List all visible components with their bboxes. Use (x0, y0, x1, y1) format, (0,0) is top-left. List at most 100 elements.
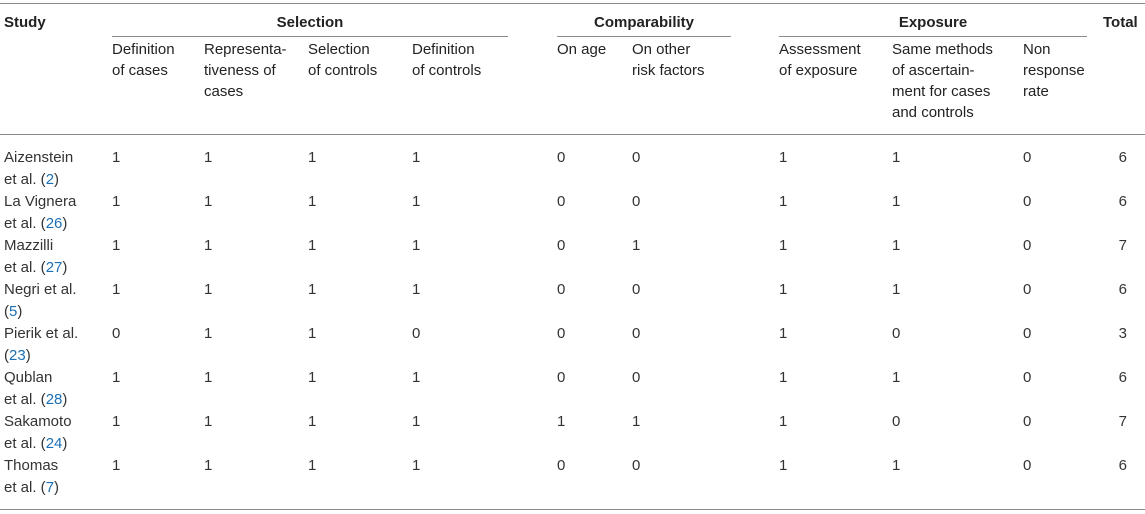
score-cell: 0 (557, 149, 566, 166)
score-cell: 1 (779, 149, 788, 166)
selection-group-rule (112, 36, 508, 37)
score-cell: 1 (308, 457, 317, 474)
total-cell: 6 (1118, 281, 1127, 298)
header-group-comparability: Comparability (593, 14, 695, 31)
study-cell: Aizenstein et al. (2) (4, 149, 74, 188)
score-cell: 1 (892, 369, 901, 386)
score-cell: 1 (779, 193, 788, 210)
score-cell: 1 (779, 281, 788, 298)
study-cell: La Vignera et al. (26) (4, 193, 77, 232)
subheader-selection-of-controls: Selection of controls (308, 41, 378, 79)
score-cell: 1 (112, 237, 121, 254)
score-cell: 0 (1023, 369, 1032, 386)
score-cell: 0 (1023, 193, 1032, 210)
score-cell: 1 (308, 325, 317, 342)
score-cell: 1 (308, 413, 317, 430)
table-top-rule (0, 3, 1145, 4)
study-cell: Qublan et al. (28) (4, 369, 68, 408)
header-group-selection: Selection (276, 14, 344, 31)
total-cell: 7 (1118, 237, 1127, 254)
study-cell: Pierik et al. (23) (4, 325, 79, 364)
score-cell: 1 (632, 237, 641, 254)
score-cell: 0 (557, 193, 566, 210)
reference-link[interactable]: 24 (45, 435, 63, 452)
score-cell: 0 (412, 325, 421, 342)
total-cell: 7 (1118, 413, 1127, 430)
total-cell: 3 (1118, 325, 1127, 342)
score-cell: 0 (1023, 237, 1032, 254)
reference-link[interactable]: 7 (45, 479, 55, 496)
table-bottom-rule (0, 509, 1145, 510)
score-cell: 1 (412, 193, 421, 210)
score-cell: 1 (412, 237, 421, 254)
reference-link[interactable]: 28 (45, 391, 63, 408)
score-cell: 1 (412, 369, 421, 386)
score-cell: 0 (892, 413, 901, 430)
total-cell: 6 (1118, 149, 1127, 166)
score-cell: 1 (779, 413, 788, 430)
score-cell: 0 (1023, 149, 1032, 166)
subheader-same-methods: Same methods of ascertain-ment for cases a… (892, 41, 993, 121)
reference-link[interactable]: 23 (9, 347, 26, 364)
score-cell: 1 (204, 369, 213, 386)
study-cell: Thomas et al. (7) (4, 457, 60, 496)
header-study: Study (4, 14, 46, 31)
total-cell: 6 (1118, 193, 1127, 210)
score-cell: 1 (112, 281, 121, 298)
reference-link[interactable]: 26 (45, 215, 63, 232)
score-cell: 1 (779, 325, 788, 342)
score-cell: 0 (1023, 413, 1032, 430)
score-cell: 0 (632, 325, 641, 342)
score-cell: 0 (557, 281, 566, 298)
score-cell: 1 (892, 193, 901, 210)
score-cell: 0 (632, 281, 641, 298)
score-cell: 1 (779, 237, 788, 254)
score-cell: 1 (892, 457, 901, 474)
score-cell: 1 (308, 193, 317, 210)
score-cell: 1 (112, 413, 121, 430)
score-cell: 0 (557, 237, 566, 254)
subheader-representativeness-of-cases: Representa-tiveness of cases (204, 41, 287, 100)
study-cell: Mazzilli et al. (27) (4, 237, 68, 276)
reference-link[interactable]: 5 (9, 303, 18, 320)
subheader-non-response-rate: Non response rate (1023, 41, 1085, 100)
score-cell: 0 (1023, 325, 1032, 342)
header-bottom-rule (0, 134, 1145, 135)
score-cell: 1 (204, 325, 213, 342)
header-group-exposure: Exposure (898, 14, 968, 31)
subheader-definition-of-cases: Definition of cases (112, 41, 175, 79)
score-cell: 1 (412, 149, 421, 166)
subheader-on-other-risk-factors: On other risk factors (632, 41, 705, 79)
score-cell: 1 (112, 193, 121, 210)
score-cell: 0 (112, 325, 121, 342)
score-cell: 1 (112, 369, 121, 386)
score-cell: 1 (892, 149, 901, 166)
score-cell: 1 (779, 457, 788, 474)
score-cell: 1 (204, 149, 213, 166)
reference-link[interactable]: 27 (45, 259, 63, 276)
score-cell: 1 (412, 413, 421, 430)
score-cell: 1 (204, 413, 213, 430)
score-cell: 1 (892, 237, 901, 254)
total-cell: 6 (1118, 457, 1127, 474)
score-cell: 0 (1023, 457, 1032, 474)
score-cell: 0 (1023, 281, 1032, 298)
score-cell: 1 (308, 369, 317, 386)
score-cell: 1 (112, 149, 121, 166)
score-cell: 0 (557, 369, 566, 386)
score-cell: 1 (412, 281, 421, 298)
score-cell: 1 (632, 413, 641, 430)
score-cell: 1 (204, 193, 213, 210)
subheader-assessment-of-exposure: Assessment of exposure (779, 41, 861, 79)
subheader-definition-of-controls: Definition of controls (412, 41, 482, 79)
score-cell: 1 (112, 457, 121, 474)
study-cell: Sakamoto et al. (24) (4, 413, 72, 452)
score-cell: 1 (308, 237, 317, 254)
score-cell: 1 (204, 457, 213, 474)
exposure-group-rule (779, 36, 1087, 37)
score-cell: 0 (632, 457, 641, 474)
reference-link[interactable]: 2 (45, 171, 55, 188)
header-total: Total (1103, 14, 1138, 31)
score-cell: 1 (308, 281, 317, 298)
